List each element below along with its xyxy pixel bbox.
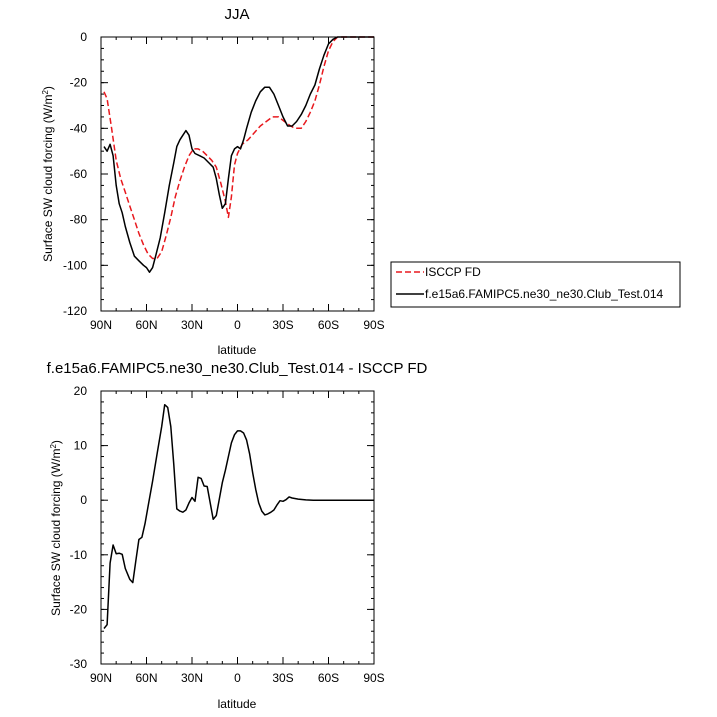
top-x-axis-label: latitude (218, 343, 257, 357)
top-y-tick-label: -100 (63, 258, 87, 272)
difference-series-line (103, 403, 374, 629)
model-series-line (103, 36, 374, 273)
bottom-chart-title: f.e15a6.FAMIPC5.ne30_ne30.Club_Test.014 … (47, 360, 428, 377)
top-x-tick-label: 90N (90, 318, 112, 332)
bottom-y-tick-label: 10 (74, 439, 88, 453)
bottom-y-axis-label: Surface SW cloud forcing (W/m2) (49, 440, 63, 616)
legend: ISCCP FD f.e15a6.FAMIPC5.ne30_ne30.Club_… (390, 261, 681, 308)
top-series-group (103, 36, 374, 273)
top-x-tick-label: 60N (135, 318, 157, 332)
bottom-x-axis-label: latitude (218, 697, 257, 711)
bottom-x-tick-label: 90S (363, 671, 384, 685)
bottom-x-tick-label: 60N (135, 671, 157, 685)
top-chart-title: JJA (224, 6, 249, 23)
top-y-tick-label: -80 (70, 213, 88, 227)
top-x-tick-label: 90S (363, 318, 384, 332)
bottom-series-group (103, 403, 374, 629)
legend-label-model: f.e15a6.FAMIPC5.ne30_ne30.Club_Test.014 (425, 287, 663, 301)
top-x-tick-label: 60S (318, 318, 339, 332)
top-x-tick-label: 30N (181, 318, 203, 332)
top-y-tick-label: -20 (70, 76, 88, 90)
bottom-x-tick-label: 60S (318, 671, 339, 685)
bottom-y-tick-label: -10 (70, 548, 88, 562)
bottom-x-tick-label: 30N (181, 671, 203, 685)
legend-box (390, 261, 681, 308)
bottom-x-tick-label: 90N (90, 671, 112, 685)
top-x-tick-label: 30S (272, 318, 293, 332)
top-y-tick-label: -60 (70, 167, 88, 181)
bottom-plot-frame (100, 390, 375, 665)
top-y-tick-label: 0 (80, 30, 87, 44)
top-axes: 90N 60N 30N 0 30S 60S 90S -120 -100 -80 -60 -40 -20 0 (63, 30, 385, 332)
legend-label-isccp: ISCCP FD (425, 265, 481, 279)
bottom-y-tick-label: 0 (80, 493, 87, 507)
top-y-tick-label: -120 (63, 304, 87, 318)
bottom-x-tick-label: 0 (234, 671, 241, 685)
top-y-tick-label: -40 (70, 121, 88, 135)
top-chart: JJA 90N 60N 30N 0 30S 60S 90S -120 -100 -80 -60 -40… (41, 6, 681, 357)
bottom-y-tick-label: -20 (70, 602, 88, 616)
bottom-y-tick-label: 20 (74, 384, 88, 398)
bottom-y-tick-label: -30 (70, 657, 88, 671)
bottom-axes: 90N 60N 30N 0 30S 60S 90S -30 -20 -10 0 10 20 (70, 384, 385, 685)
top-x-tick-label: 0 (234, 318, 241, 332)
bottom-x-tick-label: 30S (272, 671, 293, 685)
bottom-chart: f.e15a6.FAMIPC5.ne30_ne30.Club_Test.014 … (47, 360, 428, 711)
top-y-axis-label: Surface SW cloud forcing (W/m2) (41, 86, 55, 262)
top-plot-frame (100, 36, 375, 312)
